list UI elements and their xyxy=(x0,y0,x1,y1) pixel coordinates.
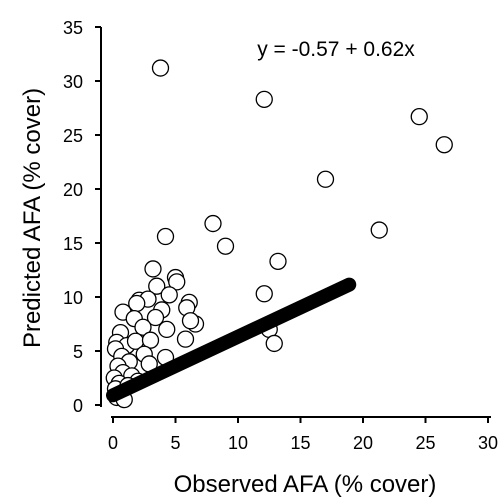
data-point xyxy=(134,318,152,336)
data-point xyxy=(156,227,175,246)
data-point xyxy=(176,330,195,348)
y-tick-label: 25 xyxy=(63,126,83,146)
data-point xyxy=(168,273,186,291)
data-point xyxy=(148,277,166,295)
data-point xyxy=(158,320,176,339)
y-ticks: 0 5 10 15 20 25 30 35 xyxy=(63,18,101,416)
x-tick-label: 5 xyxy=(170,433,180,453)
y-tick-label: 15 xyxy=(63,234,83,254)
data-point xyxy=(151,59,170,77)
data-point xyxy=(435,136,453,154)
data-point xyxy=(141,331,160,349)
data-point xyxy=(216,237,235,255)
x-tick-label: 30 xyxy=(478,433,498,453)
data-point xyxy=(204,214,222,233)
data-point xyxy=(181,312,200,330)
y-axis-title: Predicted AFA (% cover) xyxy=(19,88,46,348)
data-point xyxy=(128,294,146,313)
x-axis: 0 5 10 15 20 25 30 xyxy=(108,416,498,453)
data-point xyxy=(255,285,273,303)
x-ticks: 0 5 10 15 20 25 30 xyxy=(108,417,498,453)
data-point xyxy=(265,334,283,353)
data-point xyxy=(269,252,287,271)
x-axis-title: Observed AFA (% cover) xyxy=(174,471,437,498)
data-points xyxy=(105,59,453,409)
x-tick-label: 0 xyxy=(108,433,118,453)
data-point xyxy=(146,308,165,327)
y-axis: 0 5 10 15 20 25 30 35 xyxy=(63,18,102,416)
regression-line xyxy=(106,277,357,403)
y-tick-label: 10 xyxy=(63,288,83,308)
data-point xyxy=(160,286,178,304)
y-tick-label: 5 xyxy=(73,342,83,362)
regression-equation: y = -0.57 + 0.62x xyxy=(257,38,415,61)
data-point xyxy=(255,90,273,109)
y-tick-label: 20 xyxy=(63,180,83,200)
y-tick-label: 35 xyxy=(63,18,83,38)
data-point xyxy=(316,170,335,188)
x-tick-label: 25 xyxy=(415,433,435,453)
data-point xyxy=(410,107,428,126)
y-tick-label: 30 xyxy=(63,72,83,92)
x-tick-label: 10 xyxy=(228,433,248,453)
data-point xyxy=(370,221,388,239)
data-point xyxy=(144,260,162,278)
y-tick-label: 0 xyxy=(73,396,83,416)
x-tick-label: 15 xyxy=(290,433,310,453)
x-tick-label: 20 xyxy=(353,433,373,453)
